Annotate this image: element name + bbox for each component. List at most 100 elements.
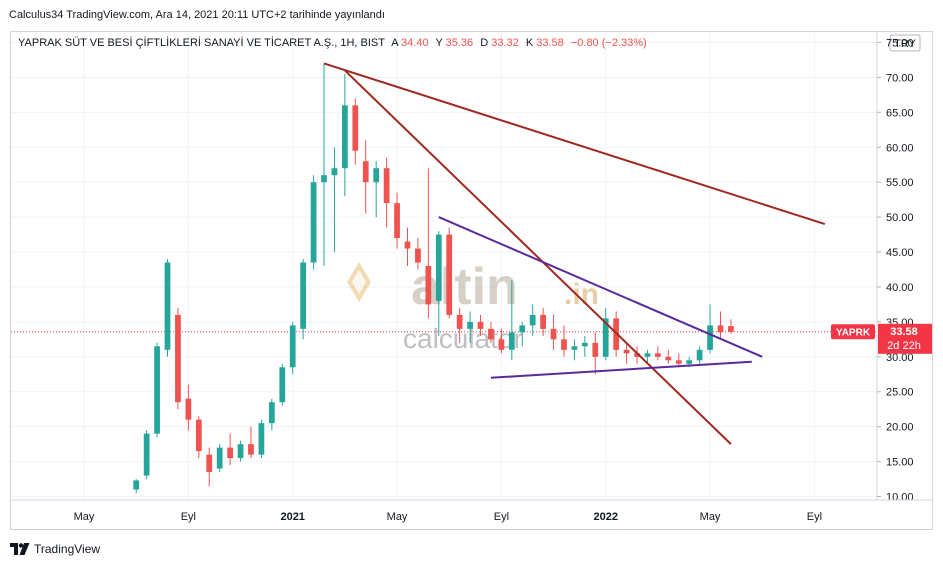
y-tick-label: 40.00	[886, 282, 914, 294]
footer[interactable]: TradingView	[10, 542, 100, 556]
candle-body	[331, 168, 338, 176]
currency-label[interactable]: TRY	[894, 38, 916, 50]
legend-line: YAPRAK SÜT VE BESİ ÇİFTLİKLERİ SANAYİ VE…	[18, 36, 647, 49]
trend-line-red	[323, 62, 826, 226]
candle-body	[602, 318, 609, 357]
candle-body	[310, 182, 317, 263]
candle-body	[707, 325, 713, 350]
candle-body	[561, 339, 567, 350]
candle-body	[415, 248, 421, 263]
candle-body	[185, 398, 192, 420]
candle-body	[216, 447, 223, 469]
y-tick-label: 25.00	[886, 387, 914, 399]
x-tick-label: May	[74, 511, 95, 523]
legend-open: 34.40	[401, 37, 429, 49]
price-tags: YAPRK 33.58 2d 22h	[831, 323, 932, 354]
candle-body	[206, 454, 213, 473]
y-tick-label: 10.00	[886, 492, 914, 504]
candle-body	[143, 433, 150, 476]
candle-body	[300, 262, 307, 329]
candle-body	[342, 105, 348, 169]
x-tick-label: 2022	[593, 511, 617, 523]
y-tick-label: 20.00	[886, 422, 914, 434]
candle-body	[467, 321, 473, 329]
candle-body	[571, 346, 578, 350]
candle-body	[175, 314, 181, 403]
legend-low: 33.32	[491, 37, 519, 49]
candle-body	[373, 168, 380, 183]
y-tick-label: 65.00	[886, 107, 914, 119]
y-tick-label: 70.00	[886, 72, 914, 84]
price-tag-countdown: 2d 22h	[887, 340, 921, 352]
candle-body	[550, 328, 557, 340]
legend-low-label: D	[480, 37, 488, 49]
price-tag	[878, 323, 932, 354]
time-axis: May Eyl 2021 May Eyl 2022 May Eyl	[74, 511, 822, 523]
candle-body	[154, 346, 160, 434]
candle-body	[581, 342, 588, 347]
candle-body	[686, 360, 693, 364]
candle-body	[268, 402, 275, 424]
candle-body	[508, 332, 515, 350]
trend-line-purple	[490, 360, 752, 379]
x-tick-label: Eyl	[807, 511, 822, 523]
currency-box[interactable]	[889, 34, 921, 52]
candle-body	[634, 353, 640, 357]
candle-body	[404, 241, 411, 249]
y-tick-label: 50.00	[886, 212, 914, 224]
candle-body	[446, 234, 453, 315]
legend-change: −0.80 (−2.33%)	[571, 37, 647, 49]
candle-body	[248, 444, 254, 455]
candle-body	[383, 168, 390, 204]
candle-body	[258, 423, 265, 455]
x-tick-label: May	[387, 511, 408, 523]
candle-body	[425, 266, 432, 305]
legend-symbol: YAPRAK SÜT VE BESİ ÇİFTLİKLERİ SANAYİ VE…	[18, 36, 385, 49]
x-tick-label: Eyl	[181, 511, 196, 523]
legend-close-label: K	[526, 37, 534, 49]
x-tick-label: May	[700, 511, 721, 523]
y-tick-label: 75.00	[886, 37, 914, 49]
candle-body	[592, 342, 599, 357]
trend-line-red	[344, 69, 732, 445]
watermark-text-3: calculator	[403, 323, 523, 354]
publish-line: Calculus34 TradingView.com, Ara 14, 2021…	[9, 9, 385, 21]
candle-body	[435, 234, 442, 301]
symbol-tag	[831, 324, 875, 340]
legend-high: 35.36	[446, 37, 474, 49]
chart-frame[interactable]: altin .in calculator YAPRAK SÜT VE BESİ …	[10, 31, 933, 530]
candle-body	[519, 325, 526, 333]
candle-body	[394, 203, 400, 239]
trend-line-purple	[438, 216, 763, 358]
candle-body	[644, 353, 651, 357]
candle-body	[529, 314, 536, 326]
candle-body	[362, 161, 369, 183]
candle-body	[488, 328, 494, 340]
candle-body	[717, 325, 724, 333]
tradingview-logo-icon	[10, 543, 30, 555]
y-tick-label: 45.00	[886, 247, 914, 259]
candle-body	[195, 419, 202, 452]
trend-lines	[323, 62, 826, 445]
candle-body	[456, 314, 463, 329]
y-tick-label: 30.00	[886, 352, 914, 364]
y-tick-label: 15.00	[886, 457, 914, 469]
candle-body	[696, 349, 703, 361]
candle-body	[655, 353, 661, 357]
candle-body	[728, 326, 734, 332]
candle-body	[227, 447, 233, 459]
candle-body	[237, 444, 244, 459]
candle-body	[133, 480, 140, 490]
price-chart[interactable]: altin .in calculator YAPRAK SÜT VE BESİ …	[11, 32, 932, 529]
y-tick-label: 55.00	[886, 177, 914, 189]
candle-body	[352, 105, 359, 151]
watermark-logo-icon	[347, 262, 371, 302]
candle-body	[675, 360, 682, 364]
candle-body	[321, 175, 327, 183]
candle-body	[164, 262, 171, 350]
legend-open-label: A	[391, 37, 399, 49]
symbol-tag-label: YAPRK	[836, 327, 871, 338]
y-tick-label: 60.00	[886, 142, 914, 154]
legend-high-label: Y	[435, 37, 443, 49]
price-tag-value: 33.58	[890, 326, 918, 338]
